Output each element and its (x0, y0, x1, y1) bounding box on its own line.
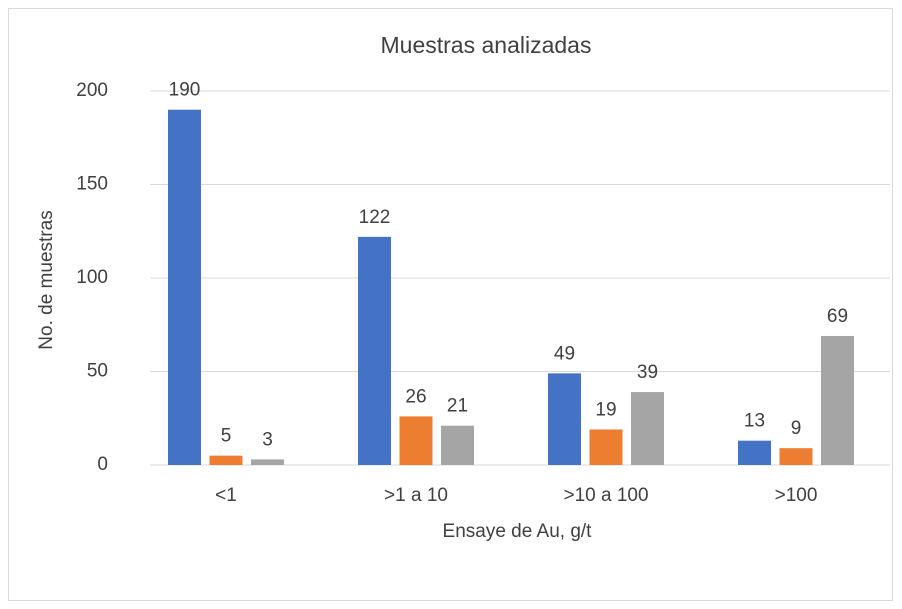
x-tick-label: >10 a 100 (563, 485, 648, 506)
data-label: 9 (791, 418, 802, 439)
bar (209, 455, 243, 465)
bar (548, 373, 581, 465)
data-label: 26 (405, 386, 426, 407)
y-tick-label: 100 (76, 267, 108, 288)
bar (168, 109, 201, 465)
bar (251, 459, 284, 465)
data-label: 39 (637, 362, 658, 383)
y-axis-title: No. de muestras (36, 210, 57, 349)
data-label: 190 (169, 80, 201, 101)
y-tick-label: 200 (76, 80, 108, 101)
data-label: 21 (447, 396, 468, 417)
x-tick-label: >100 (775, 485, 818, 506)
bar (779, 448, 813, 465)
data-label: 3 (262, 429, 273, 450)
y-tick-label: 0 (97, 454, 108, 475)
data-label: 49 (554, 343, 575, 364)
data-label: 122 (359, 207, 391, 228)
x-tick-label: <1 (215, 485, 237, 506)
chart-frame (8, 8, 893, 601)
data-label: 13 (744, 411, 765, 432)
y-tick-label: 50 (87, 361, 108, 382)
bar (631, 392, 664, 465)
x-tick-label: >1 a 10 (384, 485, 448, 506)
bar (358, 236, 391, 465)
data-label: 69 (827, 306, 848, 327)
bar (399, 416, 433, 465)
chart-title: Muestras analizadas (381, 32, 592, 58)
bar (589, 429, 623, 465)
y-tick-label: 150 (76, 174, 108, 195)
bar (441, 425, 474, 465)
bar (821, 335, 854, 465)
data-label: 19 (595, 399, 616, 420)
bar (738, 440, 771, 465)
x-axis-title: Ensaye de Au, g/t (443, 521, 593, 542)
data-label: 5 (221, 426, 232, 447)
